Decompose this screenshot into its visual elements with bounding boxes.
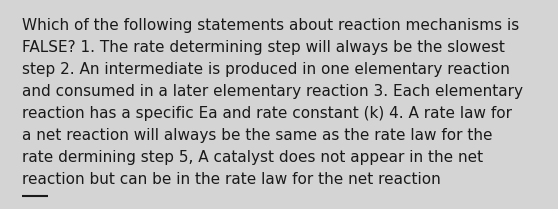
Text: FALSE? 1. The rate determining step will always be the slowest: FALSE? 1. The rate determining step will… xyxy=(22,40,505,55)
Text: step 2. An intermediate is produced in one elementary reaction: step 2. An intermediate is produced in o… xyxy=(22,62,510,77)
Text: Which of the following statements about reaction mechanisms is: Which of the following statements about … xyxy=(22,18,519,33)
Text: a net reaction will always be the same as the rate law for the: a net reaction will always be the same a… xyxy=(22,128,493,143)
Text: rate dermining step 5, A catalyst does not appear in the net: rate dermining step 5, A catalyst does n… xyxy=(22,150,483,165)
Text: reaction but can be in the rate law for the net reaction: reaction but can be in the rate law for … xyxy=(22,172,441,187)
Text: and consumed in a later elementary reaction 3. Each elementary: and consumed in a later elementary react… xyxy=(22,84,523,99)
Text: reaction has a specific Ea and rate constant (k) 4. A rate law for: reaction has a specific Ea and rate cons… xyxy=(22,106,512,121)
